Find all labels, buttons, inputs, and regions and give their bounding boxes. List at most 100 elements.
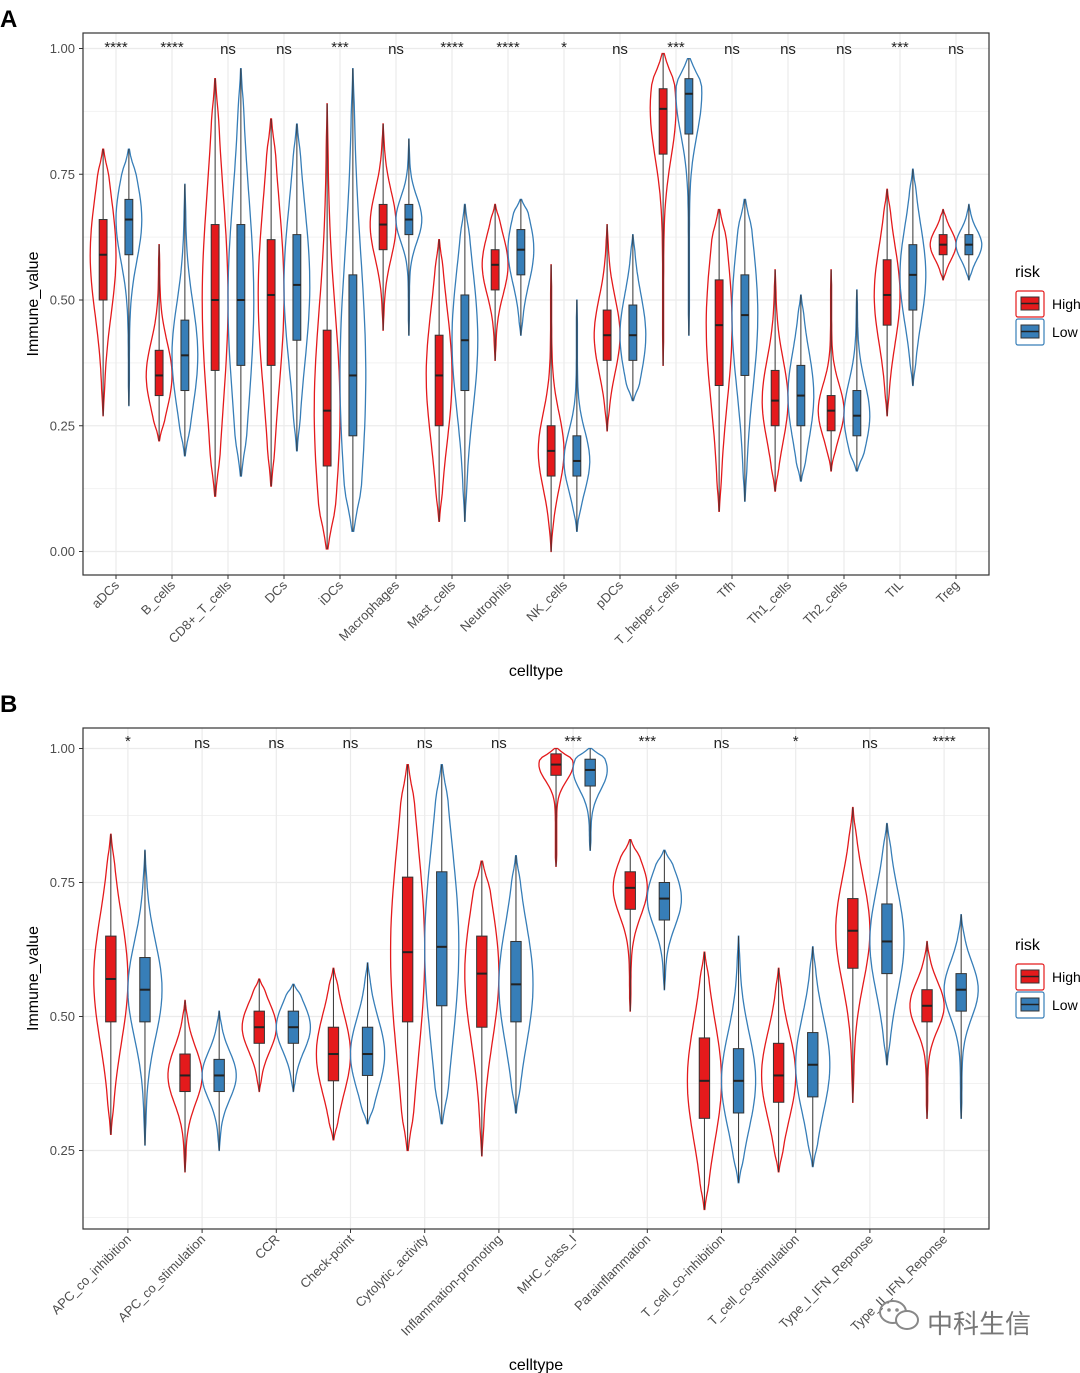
box-low — [236, 224, 246, 366]
violin-low — [843, 289, 871, 472]
violin-low — [572, 747, 608, 851]
panel-border — [82, 32, 990, 576]
box-low — [955, 973, 967, 1012]
box-high — [154, 349, 164, 397]
significance-label: ns — [780, 41, 796, 58]
x-tick-label: NK_cells — [523, 577, 570, 624]
box-low — [361, 1026, 374, 1076]
watermark: 中科生信 — [879, 1300, 1031, 1339]
box-low — [684, 78, 694, 135]
x-tick-label: Treg — [933, 578, 962, 607]
violin-high — [257, 118, 285, 487]
violin-low — [507, 198, 535, 336]
legend-label-high: High — [1052, 296, 1080, 312]
box-high — [401, 876, 414, 1023]
box-low — [460, 294, 470, 392]
box-high — [322, 329, 332, 467]
significance-label: *** — [667, 39, 685, 56]
plot-background — [83, 33, 989, 575]
box-high — [624, 871, 636, 910]
box-high — [882, 259, 892, 326]
significance-label: ns — [276, 41, 292, 58]
significance-label: * — [793, 733, 799, 750]
box-low — [740, 274, 750, 376]
legend-title: risk — [1015, 264, 1041, 281]
significance-label: * — [125, 733, 131, 750]
y-tick-label: 1.00 — [50, 741, 75, 756]
x-tick-label: Mast_cells — [404, 577, 458, 631]
y-tick-label: 0.50 — [50, 293, 75, 308]
significance-label: ns — [417, 735, 433, 752]
watermark-text: 中科生信 — [927, 1309, 1031, 1339]
violin-high — [167, 999, 203, 1173]
box-high — [98, 219, 108, 301]
significance-label: ns — [220, 41, 236, 58]
y-tick-label: 1.00 — [50, 41, 75, 56]
significance-label: ns — [194, 735, 210, 752]
x-tick-label: DCs — [262, 577, 291, 606]
significance-label: ns — [268, 735, 284, 752]
significance-label: **** — [160, 39, 184, 56]
x-axis-title: celltype — [509, 663, 563, 680]
box-high — [770, 369, 780, 427]
violin-low — [395, 138, 423, 336]
violin-high — [873, 188, 901, 417]
legend-label-high: High — [1052, 969, 1080, 985]
x-tick-label: APC_co_inhibition — [48, 1232, 134, 1318]
violin-low — [899, 168, 927, 387]
box-high — [714, 279, 724, 387]
x-tick-label: Tfh — [714, 578, 738, 602]
y-tick-label: 0.25 — [50, 1143, 75, 1158]
significance-label: **** — [496, 39, 520, 56]
panel-letter: A — [0, 6, 17, 33]
panel-b: B 0.25 0.50 0.75 1.00 * ns ns ns ns ns *** *** ns * ns *… — [0, 691, 1080, 1373]
significance-label: ns — [724, 41, 740, 58]
box-low — [584, 758, 596, 787]
violin-low — [424, 763, 460, 1125]
x-tick-label: MHC_class_I — [514, 1232, 579, 1297]
box-high — [179, 1053, 191, 1093]
legend-label-low: Low — [1052, 997, 1079, 1013]
y-tick-label: 0.75 — [50, 167, 75, 182]
legend: risk High Low — [1015, 264, 1080, 346]
violin-high — [705, 208, 733, 512]
violin-high — [481, 203, 509, 362]
box-high — [826, 395, 836, 432]
significance-label: ns — [948, 41, 964, 58]
significance-label: ns — [388, 41, 404, 58]
significance-label: *** — [891, 39, 909, 56]
significance-label: ns — [612, 41, 628, 58]
significance-label: ns — [343, 735, 359, 752]
violin-low — [275, 983, 312, 1093]
significance-label: *** — [331, 39, 349, 56]
box-high — [847, 898, 859, 969]
box-high — [658, 88, 668, 155]
violin-low — [451, 203, 479, 522]
violin-low — [339, 67, 367, 533]
violin-low — [127, 849, 163, 1146]
legend-title: risk — [1015, 937, 1041, 954]
violin-high — [538, 747, 574, 868]
x-axis-title: celltype — [509, 1357, 563, 1373]
panel-border — [82, 727, 990, 1230]
violin-low — [201, 1010, 237, 1152]
y-tick-label: 0.25 — [50, 418, 75, 433]
y-tick-label: 0.75 — [50, 875, 75, 890]
y-axis-title: Immune_value — [25, 926, 42, 1031]
box-low — [852, 390, 862, 437]
x-tick-label: pDCs — [593, 577, 627, 611]
box-low — [348, 274, 358, 437]
box-low — [628, 304, 638, 361]
violin-high — [817, 269, 845, 472]
significance-label: ns — [862, 735, 878, 752]
significance-label: *** — [564, 733, 582, 750]
violin-high — [761, 269, 789, 492]
box-high — [490, 249, 500, 291]
panel-letter: B — [0, 691, 17, 718]
x-tick-label: Th2_cells — [800, 577, 850, 627]
violin-high — [649, 52, 677, 367]
x-tick-label: B_cells — [138, 577, 179, 618]
significance-label: **** — [104, 39, 128, 56]
x-tick-label: CCR — [252, 1232, 283, 1263]
